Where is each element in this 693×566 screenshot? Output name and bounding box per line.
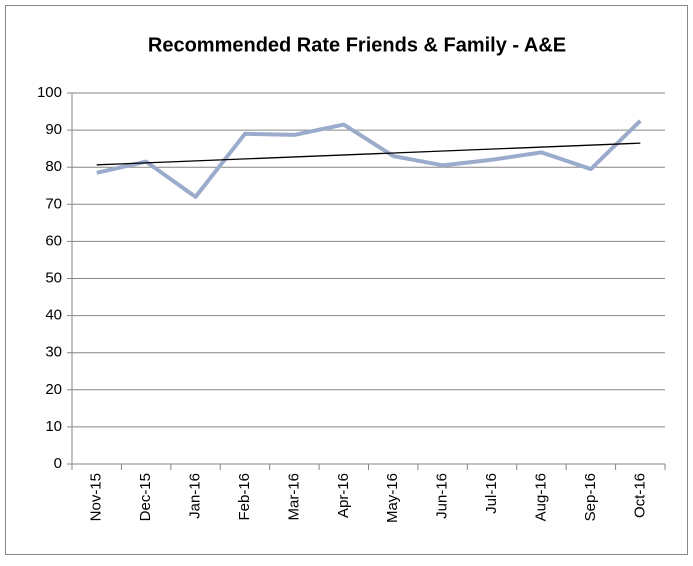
x-tick-label: Oct-16 bbox=[631, 473, 648, 518]
y-tick-label: 50 bbox=[45, 269, 62, 286]
x-tick-label: Feb-16 bbox=[236, 473, 253, 521]
chart-frame bbox=[5, 5, 688, 555]
x-tick-label: Mar-16 bbox=[285, 473, 302, 521]
y-tick-label: 90 bbox=[45, 121, 62, 138]
x-tick-label: Dec-15 bbox=[137, 473, 154, 521]
x-tick-label: Nov-15 bbox=[88, 473, 105, 521]
series-line bbox=[96, 119, 642, 199]
x-tick-label: Sep-16 bbox=[582, 473, 599, 521]
y-tick-label: 70 bbox=[45, 195, 62, 212]
x-tick-label: Jul-16 bbox=[483, 473, 500, 514]
y-tick-label: 40 bbox=[45, 307, 62, 324]
y-tick-label: 30 bbox=[45, 344, 62, 361]
x-tick-label: Apr-16 bbox=[335, 473, 352, 518]
chart-title: Recommended Rate Friends & Family - A&E bbox=[148, 34, 566, 56]
y-tick-label: 80 bbox=[45, 158, 62, 175]
x-tick-label: Jan-16 bbox=[187, 473, 204, 519]
x-tick-label: Jun-16 bbox=[434, 473, 451, 519]
x-tick-label: May-16 bbox=[384, 473, 401, 523]
x-tick-label: Aug-16 bbox=[532, 473, 549, 521]
y-tick-label: 60 bbox=[45, 232, 62, 249]
y-tick-label: 100 bbox=[37, 84, 62, 101]
y-tick-label: 20 bbox=[45, 381, 62, 398]
y-tick-label: 0 bbox=[54, 455, 62, 472]
trendline bbox=[96, 142, 641, 166]
y-tick-label: 10 bbox=[45, 418, 62, 435]
